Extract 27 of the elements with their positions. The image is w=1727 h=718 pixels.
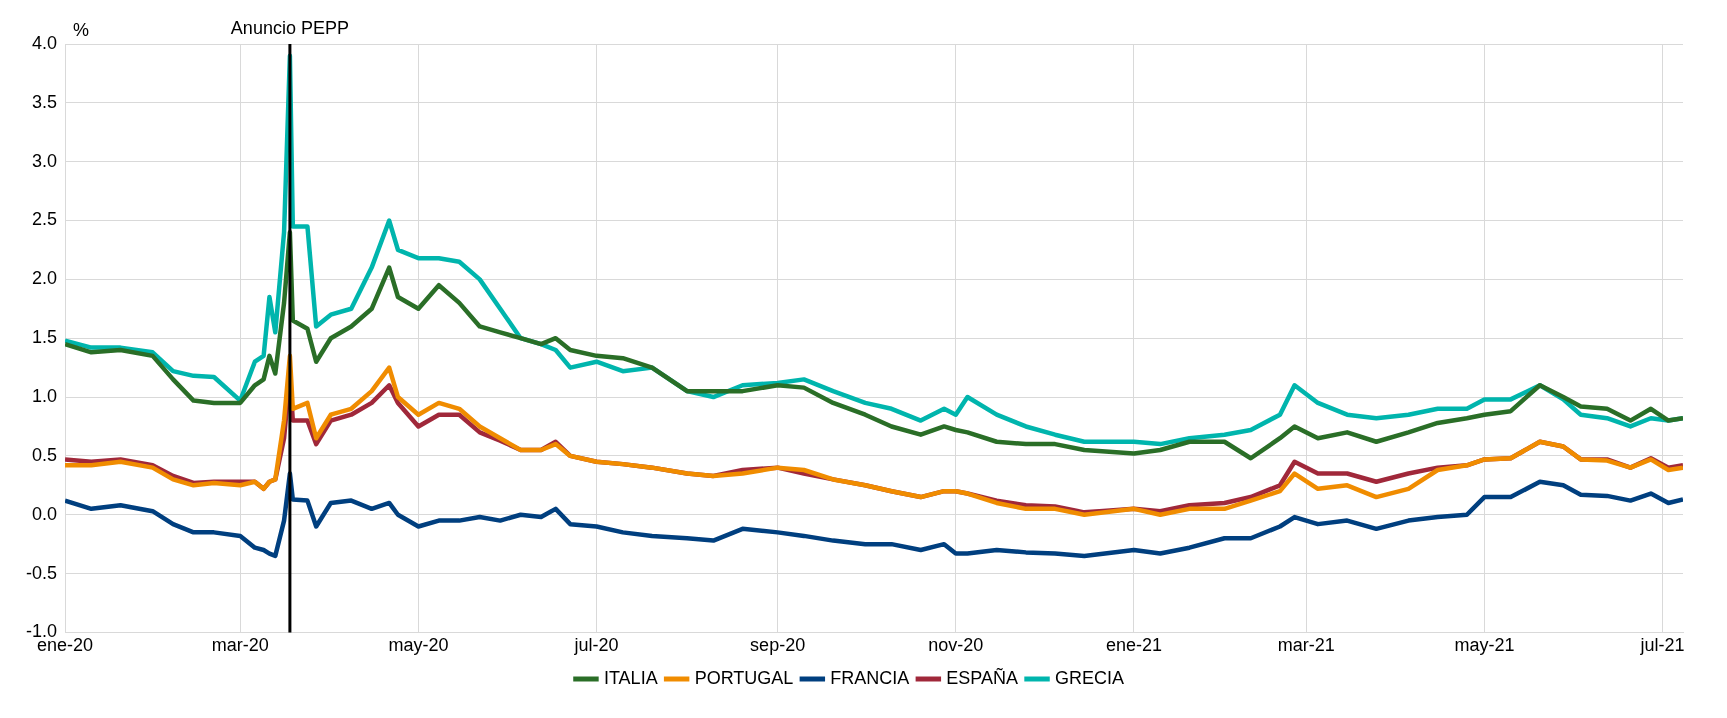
x-tick-label: ene-21: [1105, 635, 1162, 656]
legend-label: FRANCIA: [830, 667, 910, 688]
y-tick-label: 1.0: [31, 386, 58, 407]
y-tick-label: -1.0: [25, 621, 58, 642]
ref-line-label: Anuncio PEPP: [230, 17, 349, 38]
y-tick-label: 0.0: [31, 503, 58, 524]
x-tick-label: may-21: [1454, 635, 1515, 656]
x-tick-label: may-20: [388, 635, 449, 656]
y-tick-label: 0.5: [31, 444, 58, 465]
x-tick-label: jul-20: [573, 635, 619, 656]
x-tick-label: nov-20: [928, 635, 984, 656]
y-tick-label: 3.0: [31, 150, 58, 171]
legend-label: ITALIA: [603, 667, 658, 688]
legend-label: GRECIA: [1055, 667, 1125, 688]
x-tick-label: sep-20: [750, 635, 806, 656]
y-tick-label: 1.5: [31, 327, 58, 348]
y-tick-label: 2.5: [31, 209, 58, 230]
x-tick-label: mar-20: [211, 635, 269, 656]
y-axis-title: %: [73, 19, 90, 40]
x-tick-label: mar-21: [1277, 635, 1335, 656]
y-tick-label: 3.5: [31, 91, 58, 112]
y-tick-label: 2.0: [31, 268, 58, 289]
legend-label: PORTUGAL: [694, 667, 794, 688]
y-tick-label: -0.5: [25, 562, 58, 583]
y-tick-label: 4.0: [31, 32, 58, 53]
x-tick-label: jul-21: [1639, 635, 1685, 656]
legend-label: ESPAÑA: [946, 666, 1019, 688]
